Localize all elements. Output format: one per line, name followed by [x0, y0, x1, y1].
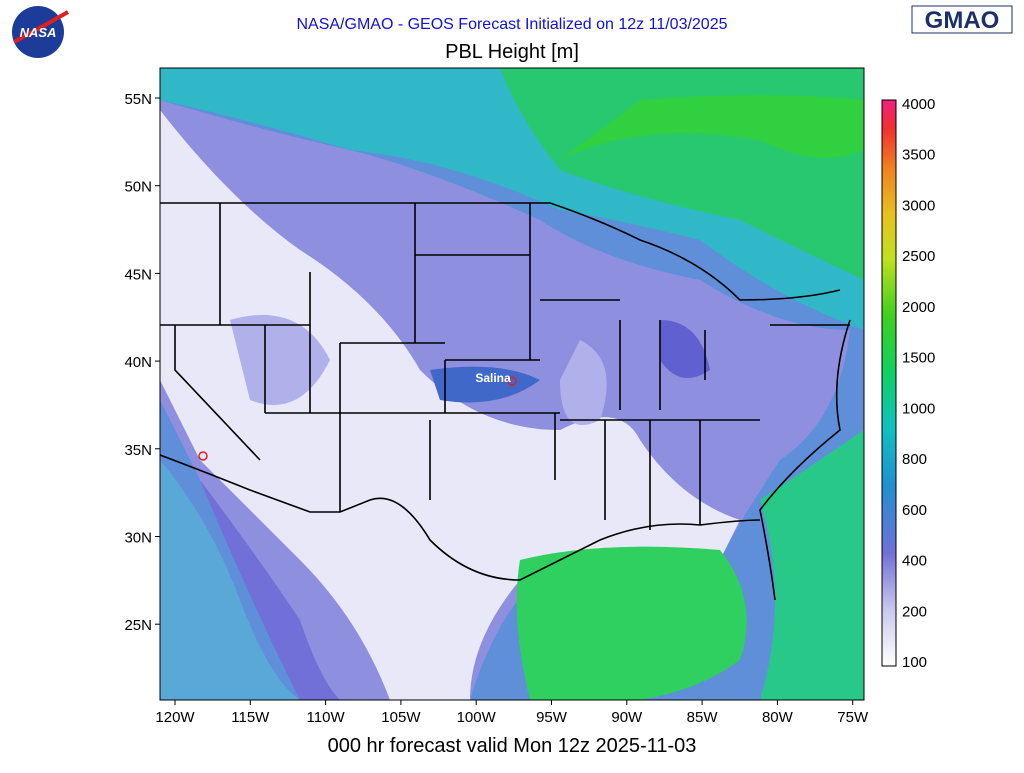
lon-label: 115W [231, 709, 270, 726]
lon-label: 105W [381, 709, 421, 726]
lat-label: 40N [124, 354, 152, 371]
lat-label: 55N [124, 91, 152, 108]
lon-label: 120W [155, 709, 195, 726]
lat-label: 35N [124, 442, 152, 459]
colorbar-label: 200 [902, 603, 927, 620]
colorbar [881, 99, 897, 667]
lon-label: 110W [307, 709, 346, 726]
lon-label: 95W [536, 709, 568, 726]
lon-label: 75W [837, 709, 869, 726]
colorbar-label: 4000 [902, 96, 935, 113]
colorbar-label: 2000 [902, 299, 935, 316]
lat-label: 30N [124, 530, 152, 547]
lat-label: 45N [124, 266, 152, 283]
colorbar-label: 3500 [902, 147, 935, 164]
nasa-logo[interactable]: NASA [12, 6, 69, 58]
colorbar-label: 2500 [902, 248, 935, 265]
map-frame [159, 67, 865, 701]
colorbar-label: 100 [902, 654, 927, 671]
nasa-logo-text: NASA [20, 25, 57, 40]
colorbar-label: 800 [902, 451, 927, 468]
colorbar-label: 600 [902, 502, 927, 519]
gmao-logo-text: GMAO [925, 7, 1000, 34]
city-label: Salina [475, 371, 511, 385]
lon-label: 85W [687, 709, 719, 726]
title: PBL Height [m] [445, 41, 579, 63]
colorbar-label: 1500 [902, 350, 935, 367]
gmao-logo[interactable]: GMAO [911, 5, 1013, 34]
lon-label: 100W [457, 709, 497, 726]
map-field: Salina [160, 68, 864, 700]
colorbar-label: 1000 [902, 400, 935, 417]
lat-label: 50N [124, 179, 152, 196]
subtitle: NASA/GMAO - GEOS Forecast Initialized on… [296, 16, 727, 33]
lat-label: 25N [124, 617, 152, 634]
footer-caption: 000 hr forecast valid Mon 12z 2025-11-03 [328, 735, 697, 757]
lon-label: 80W [762, 709, 794, 726]
colorbar-label: 3000 [902, 197, 935, 214]
lon-label: 90W [611, 709, 643, 726]
colorbar-label: 400 [902, 553, 927, 570]
